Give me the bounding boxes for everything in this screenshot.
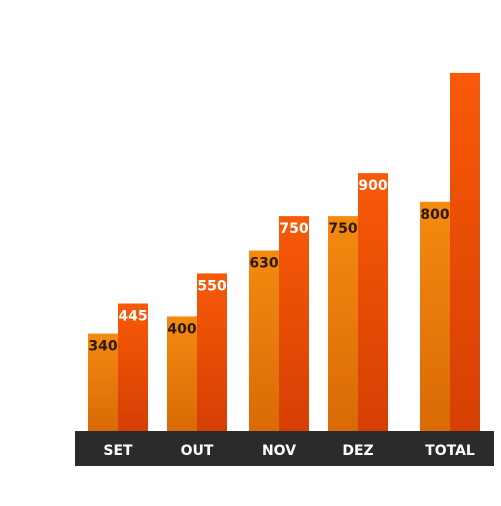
data-label-series2-set: 445 — [118, 309, 147, 325]
bar-series2-dez — [358, 173, 388, 431]
data-label-series1-set: 340 — [88, 339, 117, 355]
data-label-series2-dez: 900 — [358, 178, 387, 194]
bar-series1-out — [167, 316, 197, 431]
data-label-series1-dez: 750 — [328, 221, 357, 237]
bars-layer — [88, 72, 480, 431]
data-label-series2-out: 550 — [197, 278, 226, 294]
category-label-dez: DEZ — [342, 443, 373, 459]
bar-series2-nov — [279, 216, 309, 431]
data-label-series2-nov: 750 — [279, 221, 308, 237]
category-label-set: SET — [103, 443, 133, 459]
category-label-nov: NOV — [262, 443, 296, 459]
data-label-series1-out: 400 — [167, 321, 196, 337]
bar-series1-set — [88, 333, 118, 431]
category-label-out: OUT — [181, 443, 214, 459]
bar-series2-out — [197, 273, 227, 431]
bar-series1-dez — [328, 216, 358, 431]
bar-series2-set — [118, 303, 148, 431]
bar-series2-total — [450, 72, 480, 431]
bar-series1-total — [420, 201, 450, 431]
data-label-series1-nov: 630 — [249, 256, 278, 272]
data-label-series1-total: 800 — [420, 207, 449, 223]
bar-series1-nov — [249, 250, 279, 431]
category-label-total: TOTAL — [425, 443, 475, 459]
category-band — [75, 431, 494, 466]
